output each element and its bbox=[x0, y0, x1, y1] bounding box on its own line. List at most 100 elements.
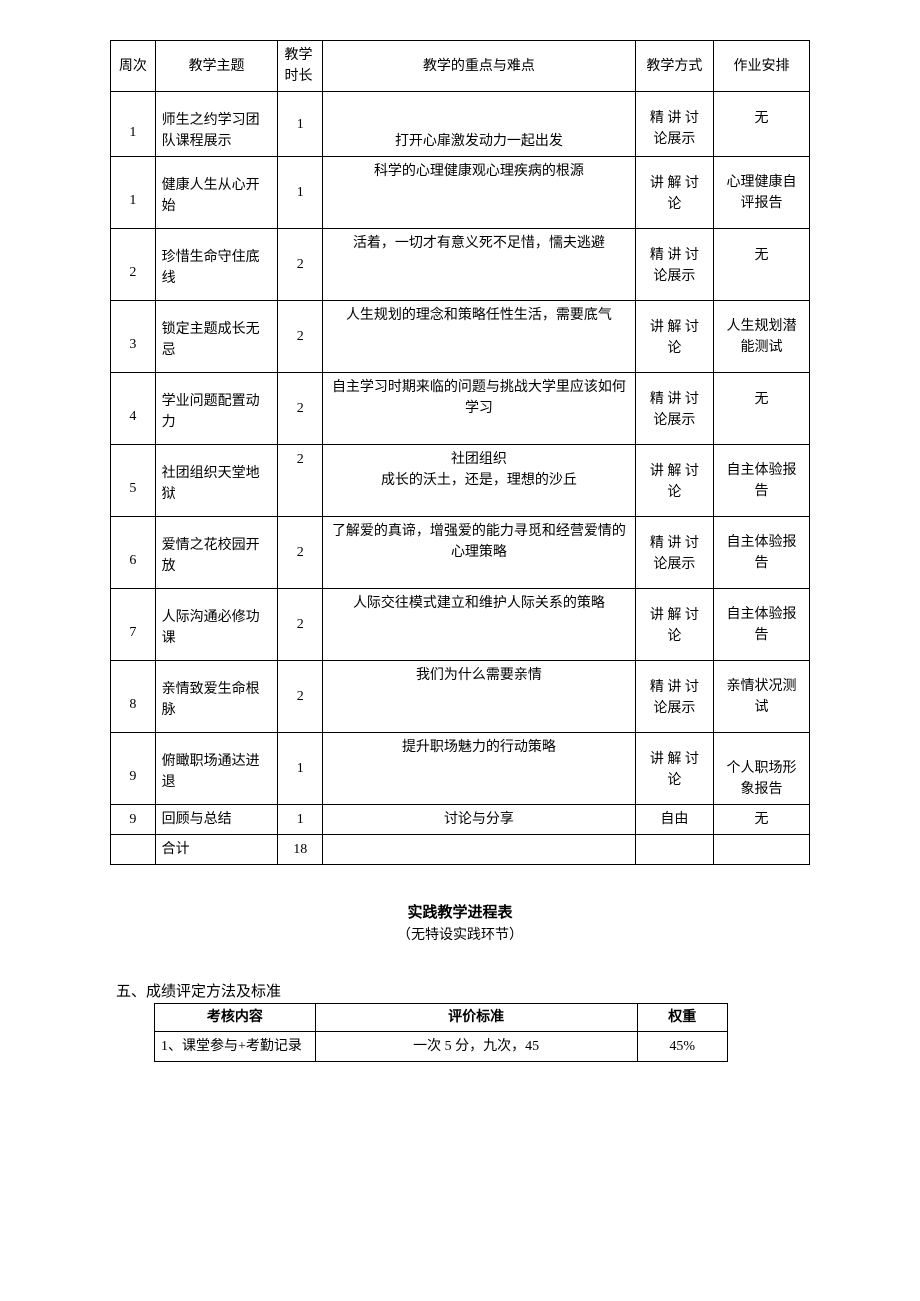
col-week-header: 周次 bbox=[111, 41, 156, 92]
method-cell: 讲 解 讨 论 bbox=[635, 157, 713, 229]
method-cell bbox=[635, 835, 713, 865]
week-cell: 9 bbox=[111, 805, 156, 835]
week-cell: 7 bbox=[111, 589, 156, 661]
schedule-row: 8亲情致爱生命根脉2我们为什么需要亲情精 讲 讨 论展示亲情状况测试 bbox=[111, 661, 810, 733]
topic-cell: 回顾与总结 bbox=[155, 805, 278, 835]
method-cell: 精 讲 讨 论展示 bbox=[635, 92, 713, 157]
method-cell: 讲 解 讨 论 bbox=[635, 589, 713, 661]
focus-cell: 提升职场魅力的行动策略 bbox=[323, 733, 636, 805]
week-cell: 6 bbox=[111, 517, 156, 589]
topic-cell: 师生之约学习团队课程展示 bbox=[155, 92, 278, 157]
focus-cell: 讨论与分享 bbox=[323, 805, 636, 835]
week-cell: 1 bbox=[111, 157, 156, 229]
grading-standard-cell: 一次 5 分，九次，45 bbox=[315, 1032, 637, 1062]
grading-item-cell: 1、课堂参与+考勤记录 bbox=[155, 1032, 316, 1062]
focus-cell: 科学的心理健康观心理疾病的根源 bbox=[323, 157, 636, 229]
schedule-row: 3锁定主题成长无忌2人生规划的理念和策略任性生活，需要底气讲 解 讨 论人生规划… bbox=[111, 301, 810, 373]
hours-cell: 1 bbox=[278, 157, 323, 229]
grading-weight-cell: 45% bbox=[637, 1032, 728, 1062]
focus-cell: 打开心扉激发动力一起出发 bbox=[323, 92, 636, 157]
focus-cell: 人际交往模式建立和维护人际关系的策略 bbox=[323, 589, 636, 661]
topic-cell: 健康人生从心开始 bbox=[155, 157, 278, 229]
focus-cell: 社团组织 成长的沃土，还是，理想的沙丘 bbox=[323, 445, 636, 517]
method-cell: 讲 解 讨 论 bbox=[635, 301, 713, 373]
schedule-row: 6爱情之花校园开放2了解爱的真谛，增强爱的能力寻觅和经营爱情的心理策略精 讲 讨… bbox=[111, 517, 810, 589]
practice-title: 实践教学进程表 bbox=[110, 901, 810, 922]
topic-cell: 人际沟通必修功课 bbox=[155, 589, 278, 661]
method-cell: 精 讲 讨 论展示 bbox=[635, 229, 713, 301]
grading-table: 考核内容 评价标准 权重 1、课堂参与+考勤记录一次 5 分，九次，4545% bbox=[154, 1003, 728, 1062]
topic-cell: 亲情致爱生命根脉 bbox=[155, 661, 278, 733]
schedule-row: 9俯瞰职场通达进退1提升职场魅力的行动策略讲 解 讨 论个人职场形象报告 bbox=[111, 733, 810, 805]
homework-cell bbox=[713, 835, 809, 865]
hours-cell: 2 bbox=[278, 517, 323, 589]
focus-cell: 自主学习时期来临的问题与挑战大学里应该如何学习 bbox=[323, 373, 636, 445]
week-cell: 1 bbox=[111, 92, 156, 157]
gcol-item-header: 考核内容 bbox=[155, 1004, 316, 1032]
homework-cell: 个人职场形象报告 bbox=[713, 733, 809, 805]
method-cell: 讲 解 讨 论 bbox=[635, 733, 713, 805]
schedule-table: 周次 教学主题 教学时长 教学的重点与难点 教学方式 作业安排 1师生之约学习团… bbox=[110, 40, 810, 865]
grading-row: 1、课堂参与+考勤记录一次 5 分，九次，4545% bbox=[155, 1032, 728, 1062]
focus-cell: 我们为什么需要亲情 bbox=[323, 661, 636, 733]
method-cell: 精 讲 讨 论展示 bbox=[635, 517, 713, 589]
hours-cell: 18 bbox=[278, 835, 323, 865]
schedule-row: 5社团组织天堂地狱2社团组织 成长的沃土，还是，理想的沙丘讲 解 讨 论自主体验… bbox=[111, 445, 810, 517]
hours-cell: 2 bbox=[278, 589, 323, 661]
week-cell: 5 bbox=[111, 445, 156, 517]
method-cell: 自由 bbox=[635, 805, 713, 835]
homework-cell: 亲情状况测试 bbox=[713, 661, 809, 733]
topic-cell: 合计 bbox=[155, 835, 278, 865]
hours-cell: 2 bbox=[278, 373, 323, 445]
schedule-row: 7人际沟通必修功课2人际交往模式建立和维护人际关系的策略讲 解 讨 论自主体验报… bbox=[111, 589, 810, 661]
schedule-row: 1健康人生从心开始1科学的心理健康观心理疾病的根源讲 解 讨 论心理健康自评报告 bbox=[111, 157, 810, 229]
col-focus-header: 教学的重点与难点 bbox=[323, 41, 636, 92]
schedule-row: 1师生之约学习团队课程展示1打开心扉激发动力一起出发精 讲 讨 论展示无 bbox=[111, 92, 810, 157]
schedule-row: 4学业问题配置动力2自主学习时期来临的问题与挑战大学里应该如何学习精 讲 讨 论… bbox=[111, 373, 810, 445]
grading-header-row: 考核内容 评价标准 权重 bbox=[155, 1004, 728, 1032]
schedule-row: 2珍惜生命守住底线2活着，一切才有意义死不足惜，懦夫逃避精 讲 讨 论展示无 bbox=[111, 229, 810, 301]
focus-cell: 人生规划的理念和策略任性生活，需要底气 bbox=[323, 301, 636, 373]
col-method-header: 教学方式 bbox=[635, 41, 713, 92]
week-cell: 2 bbox=[111, 229, 156, 301]
week-cell: 4 bbox=[111, 373, 156, 445]
hours-cell: 2 bbox=[278, 445, 323, 517]
week-cell bbox=[111, 835, 156, 865]
hours-cell: 2 bbox=[278, 229, 323, 301]
gcol-std-header: 评价标准 bbox=[315, 1004, 637, 1032]
homework-cell: 自主体验报告 bbox=[713, 589, 809, 661]
focus-cell bbox=[323, 835, 636, 865]
schedule-row: 合计18 bbox=[111, 835, 810, 865]
col-hours-header: 教学时长 bbox=[278, 41, 323, 92]
hours-cell: 2 bbox=[278, 661, 323, 733]
method-cell: 讲 解 讨 论 bbox=[635, 445, 713, 517]
practice-subtitle: （无特设实践环节） bbox=[110, 924, 810, 944]
topic-cell: 爱情之花校园开放 bbox=[155, 517, 278, 589]
week-cell: 8 bbox=[111, 661, 156, 733]
homework-cell: 无 bbox=[713, 373, 809, 445]
hours-cell: 2 bbox=[278, 301, 323, 373]
homework-cell: 无 bbox=[713, 92, 809, 157]
homework-cell: 心理健康自评报告 bbox=[713, 157, 809, 229]
hours-cell: 1 bbox=[278, 92, 323, 157]
topic-cell: 社团组织天堂地狱 bbox=[155, 445, 278, 517]
homework-cell: 自主体验报告 bbox=[713, 517, 809, 589]
topic-cell: 锁定主题成长无忌 bbox=[155, 301, 278, 373]
method-cell: 精 讲 讨 论展示 bbox=[635, 661, 713, 733]
focus-cell: 活着，一切才有意义死不足惜，懦夫逃避 bbox=[323, 229, 636, 301]
homework-cell: 人生规划潜能测试 bbox=[713, 301, 809, 373]
schedule-header-row: 周次 教学主题 教学时长 教学的重点与难点 教学方式 作业安排 bbox=[111, 41, 810, 92]
week-cell: 3 bbox=[111, 301, 156, 373]
focus-cell: 了解爱的真谛，增强爱的能力寻觅和经营爱情的心理策略 bbox=[323, 517, 636, 589]
hours-cell: 1 bbox=[278, 733, 323, 805]
week-cell: 9 bbox=[111, 733, 156, 805]
hours-cell: 1 bbox=[278, 805, 323, 835]
gcol-w-header: 权重 bbox=[637, 1004, 728, 1032]
topic-cell: 俯瞰职场通达进退 bbox=[155, 733, 278, 805]
col-hw-header: 作业安排 bbox=[713, 41, 809, 92]
homework-cell: 自主体验报告 bbox=[713, 445, 809, 517]
method-cell: 精 讲 讨 论展示 bbox=[635, 373, 713, 445]
col-topic-header: 教学主题 bbox=[155, 41, 278, 92]
topic-cell: 学业问题配置动力 bbox=[155, 373, 278, 445]
schedule-row: 9回顾与总结1讨论与分享自由无 bbox=[111, 805, 810, 835]
